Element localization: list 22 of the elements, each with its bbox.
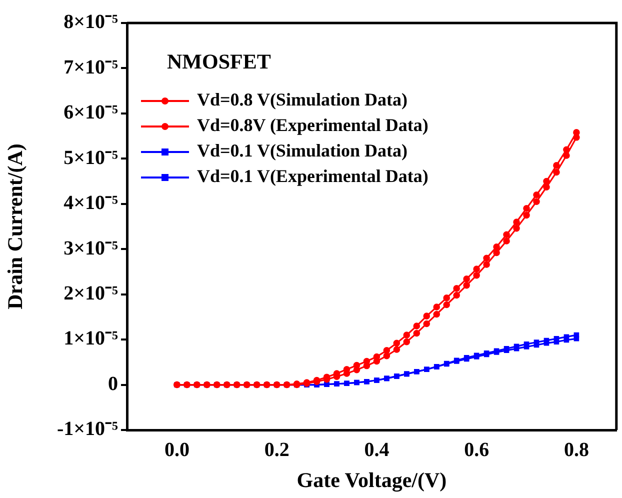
y-axis-title: Drain Current/(A) (3, 144, 28, 310)
x-tick-label: 0.4 (364, 439, 390, 462)
x-tick-label: 0.0 (164, 439, 190, 462)
legend-label: Vd=0.8V (Experimental Data) (197, 115, 428, 136)
y-tick-label: 5×10⁻⁵ (64, 146, 118, 169)
x-axis-title: Gate Voltage/(V) (296, 468, 447, 492)
y-tick-label: 1×10⁻⁵ (64, 328, 118, 350)
y-tick-label: 8×10⁻⁵ (64, 11, 118, 34)
text: NMOSFET (167, 49, 271, 74)
x-tick-label: 0.6 (464, 439, 490, 462)
legend-label: Vd=0.1 V(Experimental Data) (197, 166, 428, 186)
x-tick-label: 0.8 (564, 439, 589, 462)
x-tick-label: 0.2 (264, 439, 290, 462)
legend-label: Vd=0.1 V(Simulation Data) (197, 140, 408, 161)
y-tick-label: 7×10⁻⁵ (64, 56, 118, 78)
y-tick-label: 6×10⁻⁵ (64, 102, 118, 124)
y-tick-label: -1×10⁻⁵ (56, 418, 118, 440)
y-tick-label: 0 (108, 372, 118, 395)
y-tick-label: 3×10⁻⁵ (64, 237, 118, 260)
y-tick-label: 4×10⁻⁵ (64, 192, 118, 214)
legend-label: Vd=0.8 V(Simulation Data) (197, 90, 408, 110)
y-tick-label: 2×10⁻⁵ (64, 282, 118, 305)
